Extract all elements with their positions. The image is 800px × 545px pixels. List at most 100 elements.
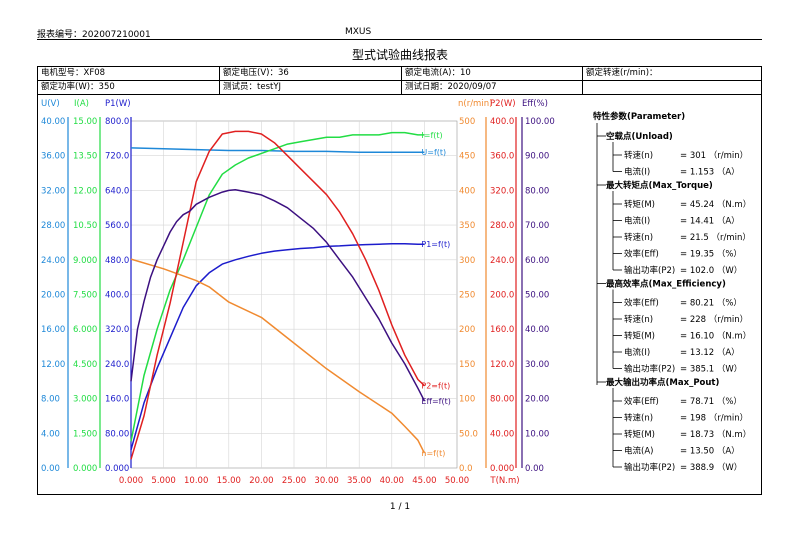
y-tick-label-eff: 30.00 — [525, 360, 549, 370]
y-tick-label-i: 0.000 — [73, 464, 97, 474]
y-tick-label-p2: 0.000 — [490, 464, 514, 474]
y-axis-title-n: n(r/min) — [458, 99, 492, 109]
y-tick-label-u: 0.00 — [41, 464, 60, 474]
y-tick-label-i: 3.000 — [73, 395, 97, 405]
info-tester: 测试员：testYJ — [220, 81, 402, 95]
x-tick-label: 5.000 — [151, 476, 175, 486]
y-tick-label-eff: 50.00 — [525, 291, 549, 301]
info-rated-power: 额定功率(W)：350 — [38, 81, 220, 95]
y-tick-label-p1: 720.0 — [105, 152, 129, 162]
param-item-name: 效率(Eff) — [624, 396, 659, 407]
y-tick-label-i: 12.00 — [73, 186, 97, 196]
param-item-value: = 388.9 （W） — [680, 462, 742, 473]
param-item-value: = 198 （r/min） — [680, 413, 748, 424]
param-item-value: = 1.153 （A） — [680, 167, 740, 178]
y-axis-title-eff: Eff(%) — [522, 99, 548, 109]
param-item-name: 转速(n) — [624, 150, 653, 161]
y-tick-label-p1: 160.0 — [105, 395, 129, 405]
x-tick-label: 10.00 — [184, 476, 208, 486]
y-tick-label-p1: 640.0 — [105, 186, 129, 196]
y-tick-label-p1: 80.00 — [105, 429, 129, 439]
info-rated-speed: 额定转速(r/min)： — [586, 68, 658, 78]
series-label-p1: P1=f(t) — [421, 240, 450, 249]
y-tick-label-u: 16.00 — [41, 325, 65, 335]
chart-series: U=f(t) I=f(t) P1=f(t) n=f(t) P2=f(t) Eff=f(t) — [130, 130, 451, 460]
y-tick-label-eff: 0.00 — [525, 464, 544, 474]
series-line-i — [130, 131, 425, 442]
y-tick-label-p1: 320.0 — [105, 325, 129, 335]
chart-axes: 0.000 5.000 10.00 15.00 20.00 25.00 30.00 35.00… — [41, 99, 555, 486]
param-item-value: = 228 （r/min） — [680, 314, 748, 325]
y-tick-label-p1: 240.0 — [105, 360, 129, 370]
param-item-value: = 21.5 （r/min） — [680, 232, 751, 243]
motor-info-table: 电机型号：XF08 额定电压(V)：36 额定电流(A)：10 额定转速(r/m… — [37, 66, 762, 95]
y-tick-label-i: 10.50 — [73, 221, 97, 231]
y-tick-label-p1: 480.0 — [105, 256, 129, 266]
report-title: 型式试验曲线报表 — [351, 48, 448, 62]
param-item-name: 效率(Eff) — [624, 249, 659, 260]
series-line-eff — [130, 188, 426, 402]
y-tick-label-u: 40.00 — [41, 117, 65, 127]
y-tick-label-u: 12.00 — [41, 360, 65, 370]
report-number: 报表编号：202007210001 — [37, 30, 151, 40]
param-item-value: = 18.73 （N.m） — [680, 429, 751, 440]
y-tick-label-p1: 560.0 — [105, 221, 129, 231]
page-number: 1 / 1 — [389, 502, 411, 512]
y-tick-label-n: 150 — [459, 360, 475, 370]
y-tick-label-p1: 400.0 — [105, 291, 129, 301]
param-item-name: 电流(I) — [624, 216, 650, 227]
y-tick-label-n: 250 — [459, 291, 475, 301]
param-item-value: = 385.1 （W） — [680, 364, 742, 375]
y-tick-label-n: 100 — [459, 395, 475, 405]
y-tick-label-u: 36.00 — [41, 152, 65, 162]
y-tick-label-eff: 90.00 — [525, 152, 549, 162]
x-tick-label: 35.00 — [347, 476, 371, 486]
y-tick-label-i: 9.000 — [73, 256, 97, 266]
brand-name: MXUS — [345, 27, 372, 37]
y-tick-label-p2: 400.0 — [490, 117, 514, 127]
y-tick-label-n: 500 — [459, 117, 475, 127]
y-tick-label-eff: 60.00 — [525, 256, 549, 266]
y-tick-label-p2: 40.00 — [490, 429, 514, 439]
chart-frame — [37, 95, 762, 495]
param-group-title: 最大输出功率点(Max_Pout) — [606, 377, 719, 388]
info-motor-model: 电机型号：XF08 — [38, 67, 220, 81]
param-item-value: = 102.0 （W） — [680, 265, 742, 276]
param-group-title: 最高效率点(Max_Efficiency) — [606, 279, 726, 290]
param-item-value: = 19.35 （%） — [680, 249, 742, 260]
x-tick-label: 25.00 — [282, 476, 306, 486]
y-tick-label-u: 8.00 — [41, 395, 60, 405]
y-tick-label-n: 350 — [459, 221, 475, 231]
y-axis-title-i: I(A) — [74, 99, 89, 109]
y-tick-label-eff: 80.00 — [525, 186, 549, 196]
x-tick-label: 40.00 — [380, 476, 404, 486]
series-line-u — [130, 147, 425, 153]
y-tick-label-u: 24.00 — [41, 256, 65, 266]
y-tick-label-p1: 800.0 — [105, 117, 129, 127]
param-item-name: 转速(n) — [624, 413, 653, 424]
y-tick-label-p2: 240.0 — [490, 256, 514, 266]
x-tick-label: 50.00 — [445, 476, 469, 486]
param-item-value: = 45.24 （N.m） — [680, 199, 751, 210]
param-item-name: 电流(A) — [624, 446, 653, 457]
y-tick-label-i: 15.00 — [73, 117, 97, 127]
y-axis-title-u: U(V) — [41, 99, 60, 109]
y-tick-label-n: 300 — [459, 256, 475, 266]
report-header: 报表编号：202007210001 MXUS — [37, 27, 762, 41]
y-tick-label-n: 0.0 — [459, 464, 473, 474]
param-item-name: 转矩(M) — [624, 429, 655, 440]
y-tick-label-u: 4.00 — [41, 429, 60, 439]
x-tick-label: 15.00 — [217, 476, 241, 486]
param-title: 特性参数(Parameter) — [593, 111, 685, 122]
x-tick-label: 0.000 — [119, 476, 143, 486]
param-item-value: = 301 （r/min） — [680, 150, 748, 161]
y-tick-label-p2: 200.0 — [490, 291, 514, 301]
y-tick-label-eff: 40.00 — [525, 325, 549, 335]
y-tick-label-p2: 280.0 — [490, 221, 514, 231]
param-item-name: 转速(n) — [624, 314, 653, 325]
param-item-name: 输出功率(P2) — [624, 462, 675, 473]
param-item-name: 转矩(M) — [624, 331, 655, 342]
series-label-i: I=f(t) — [421, 131, 442, 140]
param-item-name: 电流(I) — [624, 167, 650, 178]
